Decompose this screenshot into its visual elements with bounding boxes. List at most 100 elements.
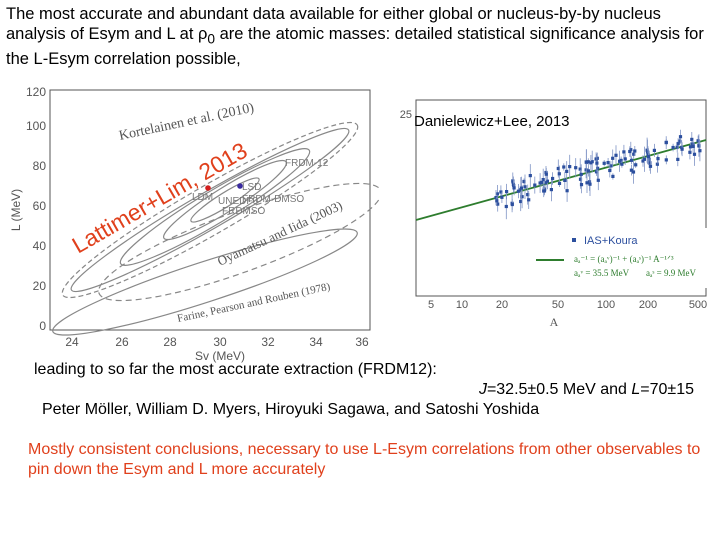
data-point bbox=[646, 155, 650, 159]
data-point bbox=[526, 193, 530, 197]
data-point bbox=[688, 150, 692, 154]
data-point bbox=[648, 161, 652, 165]
red-data-point bbox=[205, 185, 211, 191]
data-point bbox=[620, 162, 624, 166]
data-point bbox=[587, 180, 592, 184]
data-point bbox=[648, 164, 653, 168]
y-tick-120: 120 bbox=[26, 85, 46, 99]
x-tick-26: 26 bbox=[115, 335, 129, 349]
data-point bbox=[629, 158, 634, 162]
x-tick-10: 10 bbox=[456, 299, 468, 311]
legend-label-unedf0: UNEDF0 bbox=[218, 196, 258, 207]
x-axis-label: A bbox=[550, 315, 559, 329]
legend-label-frdmso: FRDMSO bbox=[222, 206, 266, 217]
data-point bbox=[562, 165, 566, 169]
correlation-ellipses bbox=[52, 121, 380, 336]
data-point bbox=[623, 157, 627, 161]
data-point bbox=[578, 167, 582, 171]
l-value: =70±15 bbox=[640, 381, 694, 398]
ias-koura-points bbox=[494, 129, 702, 220]
x-tick-100: 100 bbox=[597, 299, 615, 311]
data-point bbox=[642, 157, 646, 161]
data-point bbox=[629, 148, 633, 152]
y-tick-80: 80 bbox=[33, 159, 47, 173]
authors-line: Peter Möller, William D. Myers, Hiroyuki… bbox=[42, 401, 540, 418]
data-point bbox=[676, 157, 680, 161]
data-point bbox=[611, 156, 615, 160]
data-point bbox=[698, 149, 702, 153]
data-point bbox=[565, 189, 569, 193]
data-point bbox=[696, 139, 700, 143]
data-point bbox=[504, 204, 508, 209]
data-point bbox=[563, 178, 567, 182]
data-point bbox=[633, 149, 637, 153]
legend-label-frdm12: FRDM-12 bbox=[285, 158, 329, 169]
data-point bbox=[496, 202, 500, 206]
data-point bbox=[656, 157, 660, 161]
data-point bbox=[588, 182, 592, 186]
data-point bbox=[611, 174, 615, 178]
data-point bbox=[556, 166, 560, 171]
legend-label-ldm: LDM bbox=[192, 192, 213, 203]
frdm12-intro: leading to so far the most accurate extr… bbox=[34, 361, 437, 378]
legend-label-frdm-dmso: FRDM-DMSO bbox=[242, 194, 304, 205]
data-point bbox=[579, 172, 583, 176]
data-point bbox=[602, 161, 606, 165]
data-point bbox=[596, 178, 600, 182]
x-tick-500: 500 bbox=[689, 299, 707, 311]
data-point bbox=[544, 172, 548, 176]
data-point bbox=[586, 169, 590, 173]
data-point bbox=[565, 169, 569, 173]
x-tick-36: 36 bbox=[355, 335, 369, 349]
x-tick-50: 50 bbox=[552, 299, 564, 311]
j-value: =32.5±0.5 MeV and bbox=[486, 381, 632, 398]
data-point bbox=[557, 172, 561, 176]
data-point bbox=[622, 150, 626, 154]
data-point bbox=[595, 161, 599, 165]
data-point bbox=[584, 160, 588, 164]
data-point bbox=[692, 152, 697, 156]
data-point bbox=[678, 135, 683, 139]
data-point bbox=[632, 152, 636, 156]
data-point bbox=[505, 190, 509, 194]
data-point bbox=[494, 196, 498, 200]
data-point bbox=[609, 164, 613, 168]
data-point bbox=[647, 157, 651, 161]
data-point bbox=[512, 183, 516, 188]
data-point bbox=[664, 141, 668, 145]
legend-param-s: aₐˢ = 9.9 MeV bbox=[646, 268, 696, 278]
figure-title: Danielewicz+Lee, 2013 bbox=[414, 113, 570, 130]
data-point bbox=[652, 148, 656, 152]
data-point bbox=[523, 185, 527, 189]
x-tick-20: 20 bbox=[496, 299, 508, 311]
data-point bbox=[574, 166, 578, 170]
legend-box bbox=[558, 228, 708, 288]
data-point bbox=[522, 179, 526, 184]
data-point bbox=[688, 145, 693, 149]
data-point bbox=[499, 190, 503, 194]
data-point bbox=[538, 181, 542, 185]
plot-frame bbox=[49, 89, 371, 331]
data-point bbox=[527, 198, 531, 202]
data-point bbox=[579, 183, 584, 187]
data-point bbox=[671, 145, 675, 150]
data-point bbox=[586, 160, 590, 164]
data-point bbox=[608, 168, 612, 173]
y-tick-20: 20 bbox=[33, 279, 47, 293]
data-point bbox=[568, 165, 572, 169]
x-tick-32: 32 bbox=[261, 335, 275, 349]
x-tick-24: 24 bbox=[65, 335, 79, 349]
data-point bbox=[585, 181, 589, 185]
data-point bbox=[533, 183, 537, 187]
data-point bbox=[541, 178, 545, 182]
x-tick-200: 200 bbox=[639, 299, 657, 311]
data-point bbox=[596, 166, 600, 170]
legend-entry-ias-koura: IAS+Koura bbox=[584, 235, 638, 247]
data-point bbox=[545, 179, 549, 183]
data-point bbox=[680, 147, 684, 151]
data-point bbox=[540, 180, 544, 184]
data-point bbox=[645, 150, 650, 154]
data-point bbox=[495, 192, 499, 196]
y-tick-0: 0 bbox=[39, 319, 46, 333]
blue-data-point bbox=[237, 183, 243, 189]
